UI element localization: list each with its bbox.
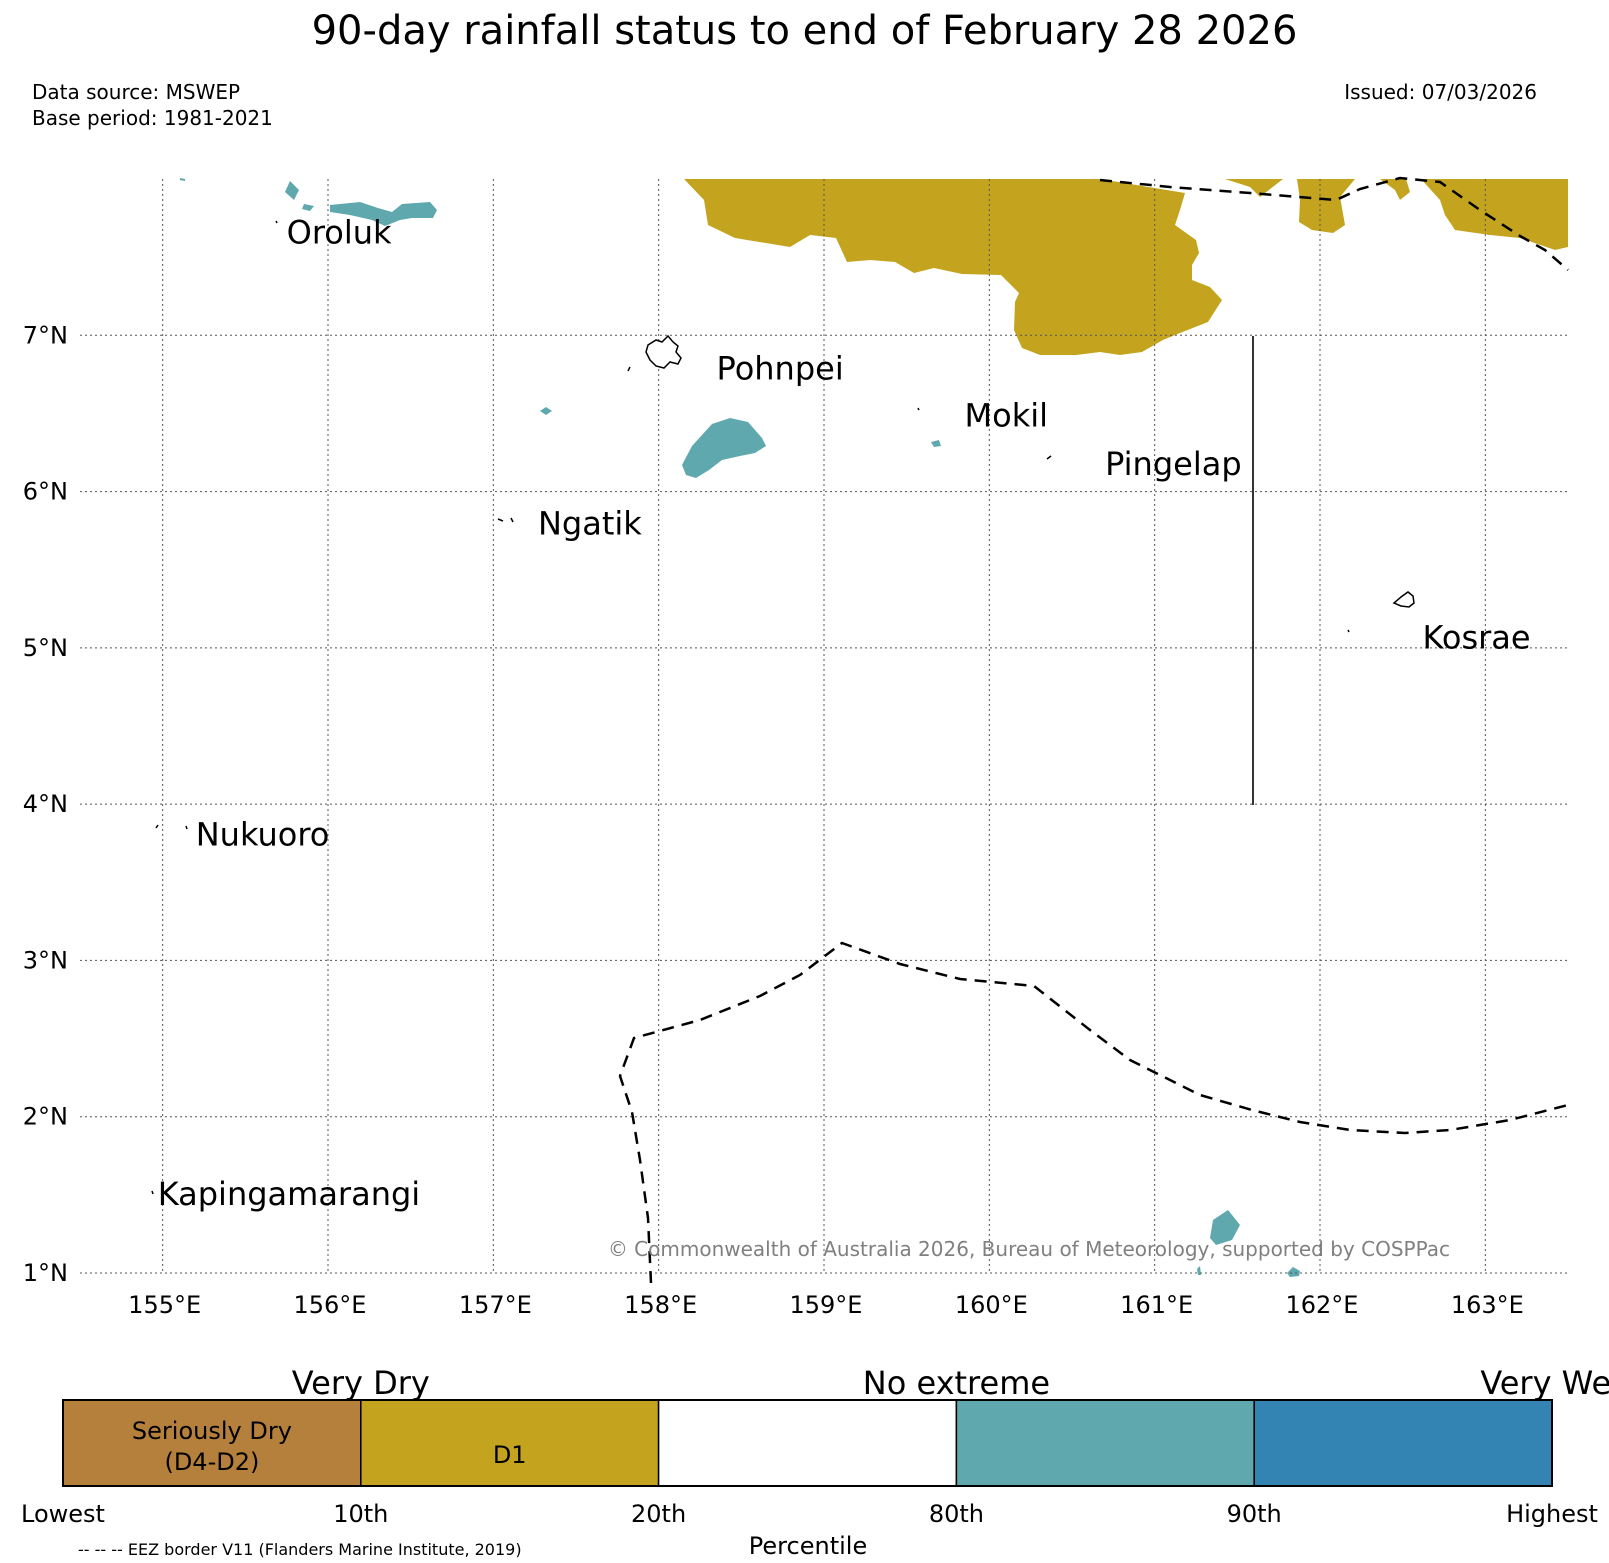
place-label-mokil: Mokil <box>965 397 1049 435</box>
lat-tick-label: 1°N <box>23 1259 68 1287</box>
d1-region-northeast-2 <box>1297 179 1355 233</box>
pohnpei-island-outline <box>645 334 682 369</box>
legend-tick-label: Highest <box>1506 1500 1598 1528</box>
ngatik-island-marker <box>497 517 514 523</box>
wet-region-southeast-3 <box>1197 1266 1201 1275</box>
wet-region-oroluk-3 <box>302 204 314 211</box>
nukuoro-island-marker <box>155 824 188 830</box>
place-label-kosrae: Kosrae <box>1423 618 1531 656</box>
d1-region-north <box>651 179 1222 355</box>
eez-border-south <box>618 941 1569 1284</box>
map-title: 90-day rainfall status to end of Februar… <box>311 8 1298 54</box>
issued-date-text: Issued: 07/03/2026 <box>1344 80 1537 104</box>
wet-region-southeast-2 <box>1287 1267 1300 1277</box>
place-label-pohnpei: Pohnpei <box>717 350 844 388</box>
kosrae-island-marker <box>1347 629 1350 633</box>
legend-tick-label: 10th <box>333 1500 388 1528</box>
lon-tick-label: 155°E <box>128 1291 201 1319</box>
place-label-oroluk: Oroluk <box>287 214 392 252</box>
legend-category-label: D1 <box>493 1441 527 1469</box>
graticule <box>80 179 1568 1274</box>
d1-region-east <box>1421 179 1568 250</box>
eez-note: -- -- -- EEZ border V11 (Flanders Marine… <box>78 1540 522 1559</box>
legend-tick-label: 20th <box>631 1500 686 1528</box>
lon-tick-label: 162°E <box>1286 1291 1359 1319</box>
wet-region-small-west <box>540 407 552 415</box>
wet-region-pohnpei-south <box>682 418 766 478</box>
place-label-kapingamarangi: Kapingamarangi <box>158 1175 420 1213</box>
wet-region-southeast <box>1210 1210 1240 1245</box>
place-label-ngatik: Ngatik <box>538 504 642 542</box>
legend-group-label: Very Wet <box>1480 1370 1609 1402</box>
legend-tick-label: Lowest <box>21 1500 105 1528</box>
eez-border-north <box>1099 176 1569 271</box>
legend-swatch <box>657 1399 958 1487</box>
pohnpei-west-marker <box>627 366 631 372</box>
legend-swatch <box>955 1399 1255 1487</box>
kosrae-island-outline <box>1392 591 1415 608</box>
lat-tick-label: 6°N <box>23 478 68 506</box>
legend-tick-label: 80th <box>929 1500 984 1528</box>
lon-tick-label: 159°E <box>790 1291 863 1319</box>
legend-group-label: No extreme <box>863 1370 1050 1402</box>
lat-tick-label: 7°N <box>23 321 68 349</box>
legend: Very Dry No extreme Very Wet Seriously Dry… <box>21 1370 1609 1560</box>
oroluk-island-marker <box>275 220 278 224</box>
legend-swatch <box>360 1399 660 1487</box>
lat-tick-label: 4°N <box>23 790 68 818</box>
d1-region-northeast-3 <box>1380 179 1410 200</box>
lon-tick-label: 158°E <box>624 1291 697 1319</box>
legend-category-sublabel: (D4-D2) <box>164 1448 259 1476</box>
kapinga-island-marker <box>151 1190 154 1195</box>
legend-frame <box>62 1399 1553 1487</box>
wet-region-oroluk <box>330 202 437 226</box>
mokil-island-marker <box>917 407 920 411</box>
d1-region-northeast <box>1225 179 1283 197</box>
legend-category-label: Seriously Dry <box>132 1417 292 1445</box>
lon-tick-label: 157°E <box>459 1291 532 1319</box>
lat-tick-label: 2°N <box>23 1103 68 1131</box>
lat-tick-label: 3°N <box>23 946 68 974</box>
data-source-text: Data source: MSWEP <box>32 80 241 104</box>
lat-tick-label: 5°N <box>23 634 68 662</box>
pingelap-island-marker <box>1046 455 1052 460</box>
wet-region-mokil <box>931 440 941 447</box>
wet-region-oroluk-2 <box>285 181 299 200</box>
legend-group-label: Very Dry <box>292 1370 430 1402</box>
base-period-text: Base period: 1981-2021 <box>32 106 273 130</box>
legend-axis-label: Percentile <box>749 1532 867 1560</box>
lon-tick-label: 156°E <box>294 1291 367 1319</box>
copyright-notice: © Commonwealth of Australia 2026, Bureau… <box>608 1237 1450 1261</box>
place-label-nukuoro: Nukuoro <box>196 815 330 853</box>
place-label-pingelap: Pingelap <box>1105 445 1242 483</box>
oroluk-west-marker <box>179 178 186 181</box>
lon-tick-label: 163°E <box>1451 1291 1524 1319</box>
lon-tick-label: 161°E <box>1120 1291 1193 1319</box>
legend-tick-label: 90th <box>1227 1500 1282 1528</box>
lon-tick-label: 160°E <box>955 1291 1028 1319</box>
legend-swatch <box>1253 1399 1553 1487</box>
